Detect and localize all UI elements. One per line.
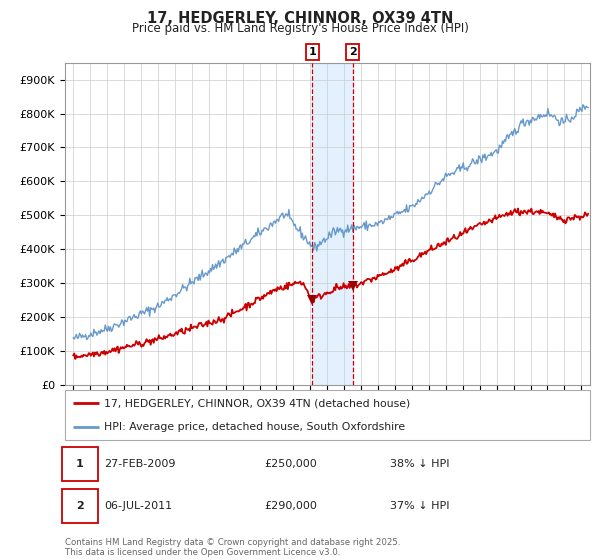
FancyBboxPatch shape — [62, 489, 98, 523]
Text: 38% ↓ HPI: 38% ↓ HPI — [391, 459, 450, 469]
Text: Contains HM Land Registry data © Crown copyright and database right 2025.
This d: Contains HM Land Registry data © Crown c… — [65, 538, 400, 557]
Text: 06-JUL-2011: 06-JUL-2011 — [104, 501, 172, 511]
Text: 2: 2 — [349, 47, 356, 57]
Text: Price paid vs. HM Land Registry's House Price Index (HPI): Price paid vs. HM Land Registry's House … — [131, 22, 469, 35]
Text: 2: 2 — [76, 501, 84, 511]
Text: 1: 1 — [308, 47, 316, 57]
Text: 37% ↓ HPI: 37% ↓ HPI — [391, 501, 450, 511]
Text: 17, HEDGERLEY, CHINNOR, OX39 4TN: 17, HEDGERLEY, CHINNOR, OX39 4TN — [147, 11, 453, 26]
Text: £290,000: £290,000 — [265, 501, 317, 511]
FancyBboxPatch shape — [62, 447, 98, 481]
Text: 1: 1 — [76, 459, 84, 469]
Text: 27-FEB-2009: 27-FEB-2009 — [104, 459, 176, 469]
Text: 17, HEDGERLEY, CHINNOR, OX39 4TN (detached house): 17, HEDGERLEY, CHINNOR, OX39 4TN (detach… — [104, 398, 410, 408]
Bar — [313, 63, 353, 385]
Text: HPI: Average price, detached house, South Oxfordshire: HPI: Average price, detached house, Sout… — [104, 422, 406, 432]
Text: £250,000: £250,000 — [265, 459, 317, 469]
